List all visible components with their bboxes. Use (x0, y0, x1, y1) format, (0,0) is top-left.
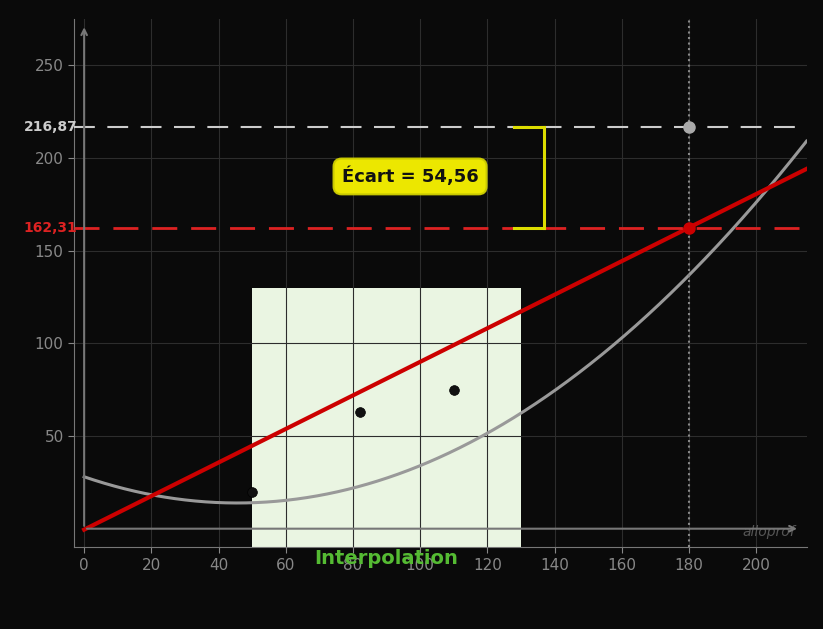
Text: alloprof: alloprof (743, 525, 796, 539)
Text: 216,87: 216,87 (24, 120, 77, 133)
Text: Interpolation: Interpolation (314, 549, 458, 568)
Text: 162,31: 162,31 (24, 221, 77, 235)
Bar (252, 287, 521, 547)
Text: Écart = 54,56: Écart = 54,56 (342, 167, 478, 186)
